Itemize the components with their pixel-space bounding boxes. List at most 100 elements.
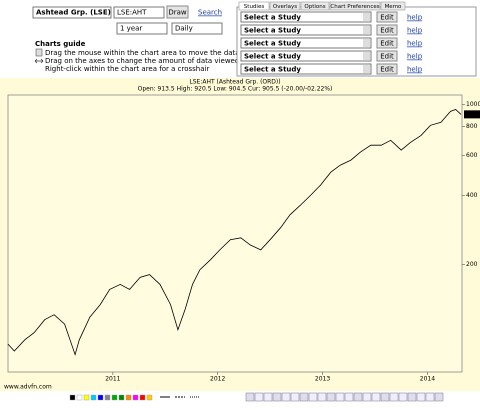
symbol-input[interactable] [113,6,165,19]
color-swatch[interactable] [125,394,132,401]
study-select-arrow [363,13,370,21]
interval-select[interactable] [171,22,223,35]
hand-icon [35,48,43,57]
study-select[interactable] [240,63,372,75]
tool-icon[interactable] [353,392,363,402]
toolbar-icons [69,392,444,402]
interval-select-text: Daily [175,25,193,33]
color-swatch[interactable] [83,394,90,401]
tool-icon[interactable] [254,392,264,402]
y-tick-label: 1000 [466,101,480,108]
study-select-text[interactable]: Select a Study [244,53,301,61]
edit-button[interactable] [376,24,398,36]
tool-icon[interactable] [371,392,381,402]
color-swatch[interactable] [139,394,146,401]
study-select-text[interactable]: Select a Study [244,27,301,35]
tab[interactable] [300,1,330,11]
arrow-icon [34,58,44,64]
help-link[interactable]: help [407,53,423,61]
draw-button[interactable] [166,5,189,19]
edit-button-text[interactable]: Edit [380,53,394,61]
study-select-arrow [363,65,370,73]
symbol-select-text: Ashtead Grp. (LSE) [36,9,111,17]
tab[interactable] [238,1,270,11]
study-select[interactable] [240,11,372,23]
study-select[interactable] [240,50,372,62]
guide-title: Charts guide [35,40,86,48]
x-tick-label: 2014 [420,376,435,383]
color-swatch[interactable] [118,394,125,401]
edit-button-text[interactable]: Edit [380,66,394,74]
tab[interactable] [329,1,381,11]
tool-icon[interactable] [299,392,309,402]
edit-button[interactable] [376,50,398,62]
tab-label[interactable]: Chart Preferences [330,4,379,10]
edit-button-text[interactable]: Edit [380,14,394,22]
tool-icon[interactable] [281,392,291,402]
tool-icon[interactable] [290,392,300,402]
help-link[interactable]: help [407,14,423,22]
tabs: Studies Overlays Options Chart Preferences M… [238,1,406,11]
x-tick-label: 2011 [105,376,120,383]
color-swatch[interactable] [90,394,97,401]
study-select-arrow [363,39,370,47]
search-link[interactable]: Search [198,9,222,17]
tool-icon[interactable] [263,392,273,402]
tool-icon[interactable] [326,392,336,402]
edit-button-text[interactable]: Edit [380,27,394,35]
tab[interactable] [380,1,406,11]
color-swatch[interactable] [69,394,76,401]
guide-item: Drag the mouse within the chart area to … [45,49,240,57]
period-select[interactable] [116,22,168,35]
help-link[interactable]: help [407,27,423,35]
study-select[interactable] [240,24,372,36]
tool-icon[interactable] [362,392,372,402]
symbol-input-text: LSE:AHT [117,9,147,17]
tool-icon[interactable] [407,392,417,402]
edit-button[interactable] [376,11,398,23]
tool-icon[interactable] [308,392,318,402]
study-select-arrow [363,26,370,34]
tool-icon[interactable] [344,392,354,402]
study-select[interactable] [240,37,372,49]
y-tick-label: 400 [466,192,478,199]
color-swatch[interactable] [132,394,139,401]
studies: Select a Study Edit help Select a Study Edit… [240,11,423,75]
study-select-text[interactable]: Select a Study [244,14,301,22]
tool-icon[interactable] [272,392,282,402]
last-value-box [464,110,480,119]
color-swatch[interactable] [111,394,118,401]
chart-title: LSE:AHT (Ashtead Grp. (ORD)) [189,79,280,86]
tab-label[interactable]: Overlays [273,4,297,10]
tab[interactable] [269,1,301,11]
study-select-text[interactable]: Select a Study [244,40,301,48]
color-swatch[interactable] [97,394,104,401]
symbol-select[interactable] [32,6,112,19]
study-select-text[interactable]: Select a Study [244,66,301,74]
help-link[interactable]: help [407,40,423,48]
edit-button-text[interactable]: Edit [380,40,394,48]
color-swatch[interactable] [104,394,111,401]
chart-subtitle: Open: 913.5 High: 920.5 Low: 904.5 Cur: … [138,86,333,93]
edit-button[interactable] [376,37,398,49]
edit-button[interactable] [376,63,398,75]
y-tick-label: 800 [466,123,478,130]
color-swatch[interactable] [76,394,83,401]
tool-icon[interactable] [245,392,255,402]
tool-icon[interactable] [425,392,435,402]
plot-area[interactable] [7,94,463,373]
help-link[interactable]: help [407,66,423,74]
tool-icon[interactable] [389,392,399,402]
tool-icon[interactable] [317,392,327,402]
tab-label[interactable]: Studies [244,4,265,10]
tool-icon[interactable] [335,392,345,402]
color-swatch[interactable] [146,394,153,401]
tool-icon[interactable] [398,392,408,402]
tab-label[interactable]: Memo [385,4,402,10]
y-tick-label: 200 [466,261,478,268]
tool-icon[interactable] [416,392,426,402]
price-line [7,109,462,356]
tab-label[interactable]: Options [304,4,325,10]
tool-icon[interactable] [380,392,390,402]
tool-icon[interactable] [434,392,444,402]
